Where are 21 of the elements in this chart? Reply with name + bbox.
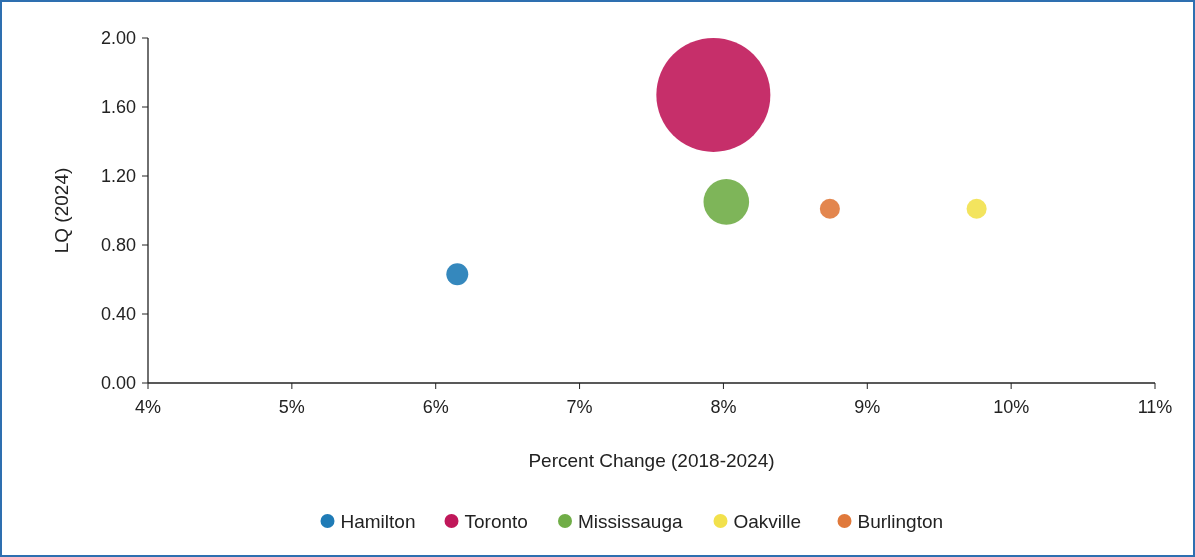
legend-label: Toronto: [464, 510, 528, 532]
legend-label: Burlington: [857, 510, 944, 532]
legend-label: Oakville: [733, 510, 802, 532]
y-tick-label: 2.00: [100, 28, 136, 49]
y-tick-label: 0.80: [100, 235, 136, 256]
legend-label: Mississauga: [578, 510, 683, 532]
x-tick-label: 6%: [422, 397, 449, 417]
x-tick-label: 4%: [134, 397, 162, 417]
x-tick-label: 10%: [993, 397, 1030, 417]
y-tick-label: 0.40: [100, 304, 136, 325]
x-tick-label: 9%: [854, 397, 881, 417]
x-tick-label: 7%: [566, 397, 593, 417]
legend-label: Hamilton: [340, 510, 416, 532]
y-axis-title: LQ (2024): [51, 167, 72, 254]
x-tick-label: 8%: [710, 397, 737, 417]
y-tick-label: 0.00: [100, 373, 136, 394]
x-tick-label: 11%: [1137, 397, 1173, 417]
y-tick-label: 1.20: [100, 166, 136, 187]
x-tick-label: 5%: [278, 397, 305, 417]
x-axis-title: Percent Change (2018-2024): [528, 450, 775, 471]
y-tick-label: 1.60: [100, 97, 136, 118]
